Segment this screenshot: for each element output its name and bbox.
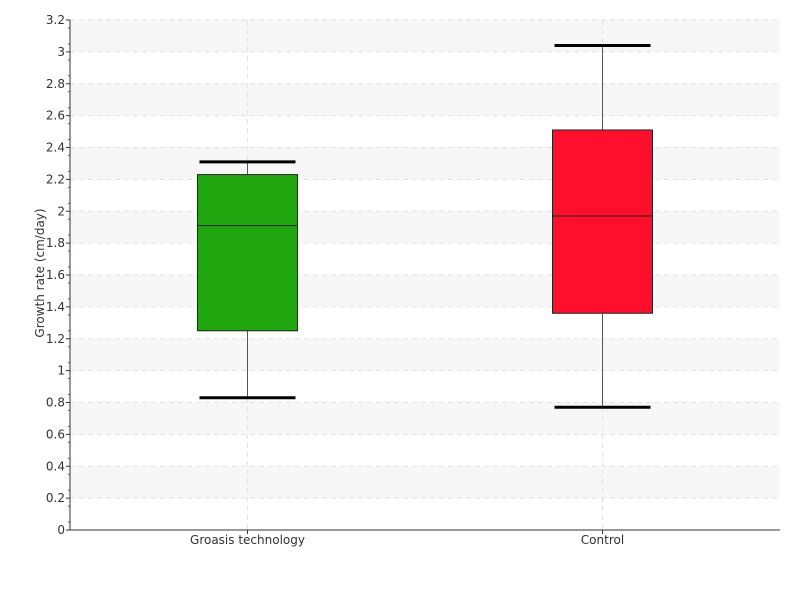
boxes <box>197 44 653 409</box>
background-band <box>70 402 780 435</box>
background-band <box>70 20 780 52</box>
y-tick-label: 1.2 <box>46 332 65 346</box>
y-tick-label: 2.2 <box>46 172 65 186</box>
box-iqr <box>552 129 653 314</box>
y-tick-label: 3 <box>57 45 65 59</box>
background-band <box>70 147 780 180</box>
x-category-labels: Groasis technology Control <box>190 533 624 547</box>
background-band <box>70 211 780 244</box>
y-tick-label: 2.4 <box>46 141 65 155</box>
y-tick-label: 3.2 <box>46 13 65 27</box>
y-tick-label: 0.8 <box>46 396 65 410</box>
y-axis-title: Growth rate (cm/day) <box>33 208 47 337</box>
y-tick-label: 0.6 <box>46 427 65 441</box>
x-category-label: Groasis technology <box>190 533 305 547</box>
y-tick-label: 2.6 <box>46 109 65 123</box>
background-band <box>70 338 780 371</box>
background-band <box>70 275 780 307</box>
background-band <box>70 466 780 499</box>
y-tick-label: 1.6 <box>46 268 65 282</box>
axes <box>66 19 780 534</box>
y-tick-label: 0 <box>57 523 65 537</box>
y-tick-label: 0.4 <box>46 459 65 473</box>
background-band <box>70 83 780 116</box>
y-tick-label: 0.2 <box>46 491 65 505</box>
x-category-label: Control <box>581 533 624 547</box>
y-tick-label: 2.8 <box>46 77 65 91</box>
y-tick-label: 1.4 <box>46 300 65 314</box>
y-tick-label: 2 <box>57 204 65 218</box>
background-bands <box>70 20 780 499</box>
y-tick-label: 1 <box>57 364 65 378</box>
y-tick-label: 1.8 <box>46 236 65 250</box>
box-iqr <box>197 174 298 332</box>
y-tick-labels: 0 0.2 0.4 0.6 0.8 1 1.2 1.4 1.6 1.8 2 2.2 2.4 2.6 2.8 3… <box>46 13 65 537</box>
